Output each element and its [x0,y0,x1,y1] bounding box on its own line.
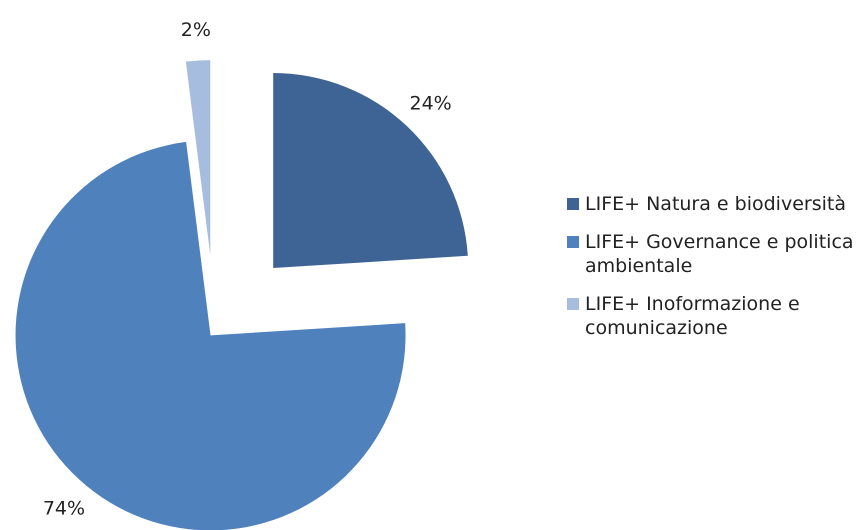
legend-item: LIFE+ Inoformazione e comunicazione [565,292,855,340]
legend-label: LIFE+ Governance e politica ambientale [585,231,854,277]
legend: LIFE+ Natura e biodiversità LIFE+ Governa… [565,192,855,354]
legend-item: LIFE+ Governance e politica ambientale [565,230,855,278]
data-label: 74% [43,497,85,519]
legend-swatch [567,236,579,248]
legend-swatch [567,298,579,310]
data-label: 24% [410,93,452,115]
legend-swatch [567,198,579,210]
pie-area: 24% 74% 2% [15,19,468,530]
legend-label: LIFE+ Inoformazione e comunicazione [585,293,800,339]
pie-slice [15,141,406,530]
legend-item: LIFE+ Natura e biodiversità [565,192,855,216]
data-label: 2% [181,19,211,41]
pie-slice [185,60,211,256]
legend-label: LIFE+ Natura e biodiversità [585,193,846,215]
pie-slice [273,73,468,269]
